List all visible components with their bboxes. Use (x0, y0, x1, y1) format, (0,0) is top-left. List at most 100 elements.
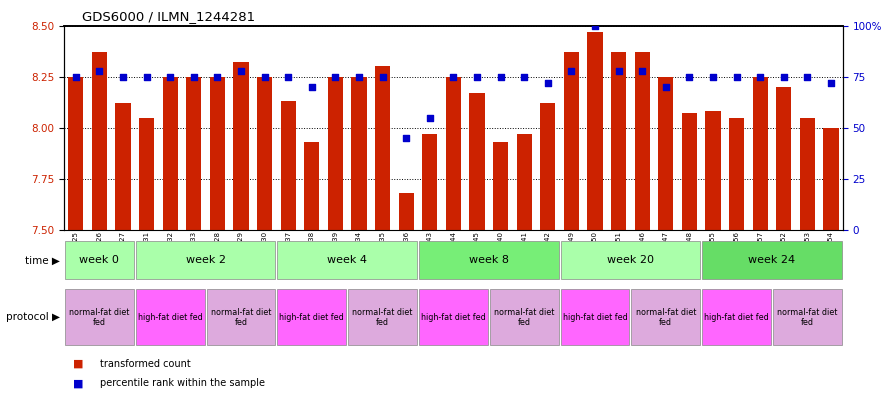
Point (659, 84, 673, 90)
Bar (351, 77, 366, 230)
Bar (65, 241, 134, 279)
Bar (206, 289, 276, 345)
Bar (490, 289, 558, 345)
Bar (116, 103, 131, 230)
Bar (702, 289, 771, 345)
Bar (561, 241, 701, 279)
Bar (375, 66, 390, 230)
Point (800, 73, 814, 80)
Bar (823, 128, 838, 230)
Text: time ▶: time ▶ (25, 255, 60, 265)
Point (588, 22, 602, 29)
Bar (348, 289, 417, 345)
Bar (163, 77, 178, 230)
Bar (564, 52, 579, 230)
Bar (658, 77, 674, 230)
Bar (561, 289, 629, 345)
Text: week 20: week 20 (607, 255, 654, 265)
Bar (257, 77, 272, 230)
Point (517, 73, 532, 80)
Bar (445, 77, 461, 230)
Point (352, 73, 366, 80)
Bar (682, 114, 697, 230)
Text: normal-fat diet
fed: normal-fat diet fed (211, 308, 271, 327)
Text: normal-fat diet
fed: normal-fat diet fed (494, 308, 555, 327)
Text: GDS6000 / ILMN_1244281: GDS6000 / ILMN_1244281 (82, 10, 255, 23)
Point (470, 73, 485, 80)
Bar (136, 289, 204, 345)
Bar (419, 289, 488, 345)
Bar (92, 52, 107, 230)
Point (753, 73, 767, 80)
Bar (68, 77, 84, 230)
Bar (398, 193, 414, 230)
Bar (136, 241, 276, 279)
Point (68, 73, 83, 80)
Text: week 24: week 24 (749, 255, 796, 265)
Bar (541, 103, 556, 230)
Point (565, 67, 579, 73)
Point (706, 73, 720, 80)
Point (305, 84, 319, 90)
Point (211, 73, 225, 80)
Bar (517, 134, 532, 230)
Point (422, 114, 436, 121)
Text: transformed count: transformed count (100, 358, 190, 369)
Text: week 0: week 0 (79, 255, 119, 265)
Point (234, 67, 248, 73)
Text: normal-fat diet
fed: normal-fat diet fed (636, 308, 696, 327)
Point (777, 73, 791, 80)
Text: normal-fat diet
fed: normal-fat diet fed (777, 308, 837, 327)
Bar (588, 32, 603, 230)
Point (399, 135, 413, 141)
Text: normal-fat diet
fed: normal-fat diet fed (352, 308, 412, 327)
Point (446, 73, 461, 80)
Text: percentile rank within the sample: percentile rank within the sample (100, 378, 265, 388)
Point (92, 67, 107, 73)
Bar (277, 289, 346, 345)
Point (730, 73, 744, 80)
Bar (702, 241, 842, 279)
Bar (631, 289, 701, 345)
Bar (800, 118, 815, 230)
Text: protocol ▶: protocol ▶ (5, 312, 60, 322)
Point (140, 73, 154, 80)
Text: high-fat diet fed: high-fat diet fed (421, 313, 485, 322)
Bar (65, 289, 134, 345)
Bar (705, 111, 721, 230)
Bar (277, 241, 417, 279)
Text: high-fat diet fed: high-fat diet fed (563, 313, 628, 322)
Text: high-fat diet fed: high-fat diet fed (138, 313, 203, 322)
Point (635, 67, 649, 73)
Point (187, 73, 201, 80)
Point (116, 73, 130, 80)
Bar (139, 118, 155, 230)
Point (328, 73, 342, 80)
Point (163, 73, 177, 80)
Bar (729, 118, 744, 230)
Bar (493, 142, 509, 230)
Text: ■: ■ (73, 358, 84, 369)
Point (541, 80, 555, 86)
Bar (469, 93, 485, 230)
Text: ■: ■ (73, 378, 84, 388)
Bar (611, 52, 626, 230)
Point (375, 73, 389, 80)
Text: normal-fat diet
fed: normal-fat diet fed (69, 308, 130, 327)
Text: week 4: week 4 (327, 255, 367, 265)
Point (612, 67, 626, 73)
Bar (328, 77, 343, 230)
Bar (773, 289, 842, 345)
Bar (635, 52, 650, 230)
Bar (186, 77, 202, 230)
Point (682, 73, 696, 80)
Point (281, 73, 295, 80)
Text: week 8: week 8 (469, 255, 509, 265)
Text: high-fat diet fed: high-fat diet fed (704, 313, 769, 322)
Bar (419, 241, 558, 279)
Bar (304, 142, 319, 230)
Bar (210, 77, 225, 230)
Point (824, 80, 838, 86)
Bar (281, 101, 296, 230)
Bar (776, 87, 791, 230)
